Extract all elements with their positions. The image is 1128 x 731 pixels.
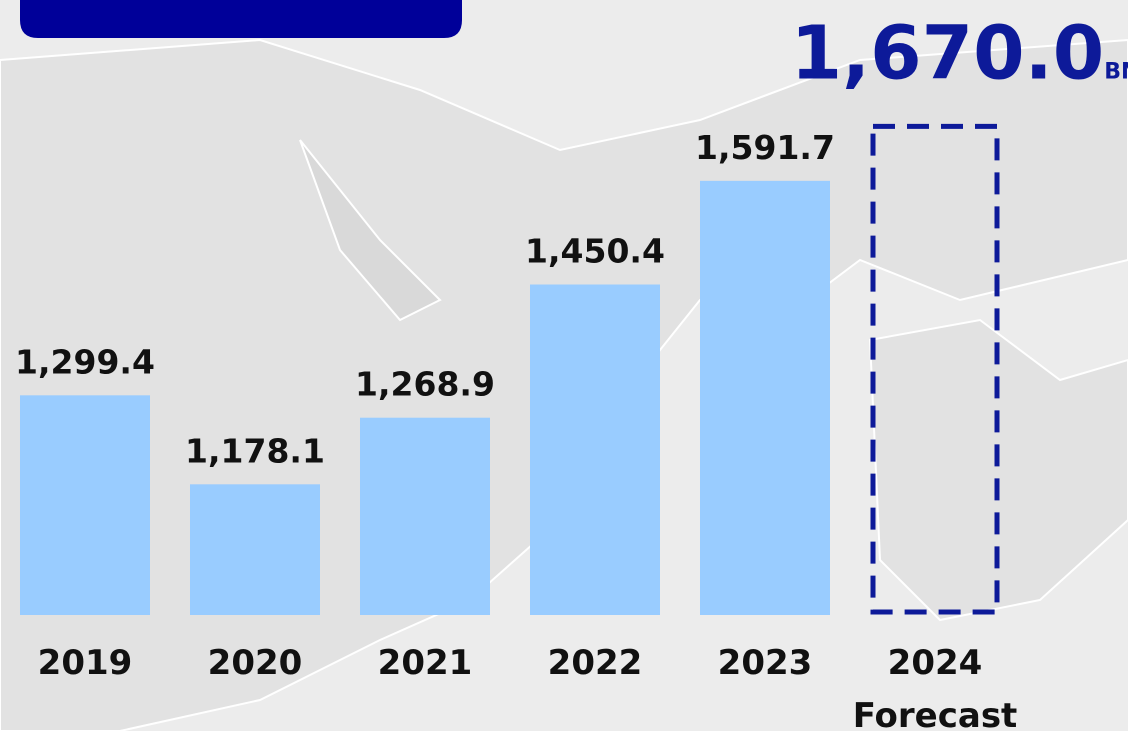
bar — [360, 417, 490, 615]
x-tick-label: 2020 — [208, 643, 303, 683]
x-tick-label: 2019 — [38, 643, 133, 683]
x-tick-label: 2021 — [378, 643, 473, 683]
forecast-value: 1,670.0 — [791, 10, 1105, 96]
value-label: 1,591.7 — [695, 128, 835, 167]
x-tick-label: 2024 — [888, 643, 983, 683]
bar — [20, 395, 150, 615]
x-tick-label: 2022 — [548, 643, 643, 683]
bar — [700, 180, 830, 615]
header-box — [20, 0, 462, 38]
forecast-label: Forecast — [853, 696, 1018, 731]
forecast-value-label: 1,670.0BN — [791, 10, 1128, 96]
value-label: 1,450.4 — [525, 232, 665, 271]
unit: BN — [1104, 59, 1128, 84]
value-label: 1,299.4 — [15, 342, 155, 381]
value-label: 1,178.1 — [185, 431, 325, 470]
value-label: 1,268.9 — [355, 365, 495, 404]
plot: 2019 1,299.4 2020 1,178.1 2021 1,268.9 2022 1,4… — [15, 10, 1128, 731]
bar — [530, 284, 660, 615]
bar — [190, 484, 320, 615]
x-tick-label: 2023 — [718, 643, 813, 683]
